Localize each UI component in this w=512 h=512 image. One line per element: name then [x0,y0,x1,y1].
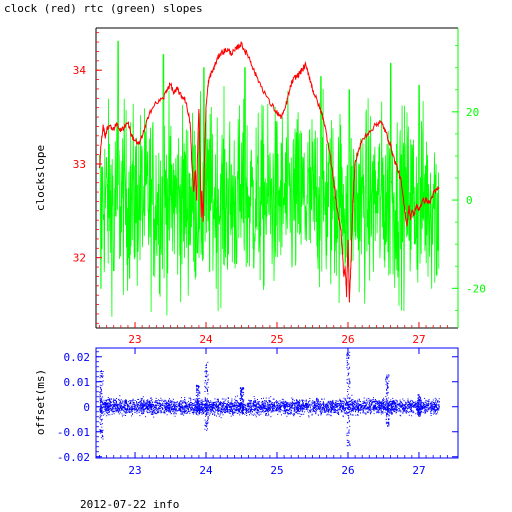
bottom-y-tick-label: 0.02 [64,351,91,364]
bottom-x-tick-label: 27 [412,464,425,477]
top-chart-series [99,40,440,317]
bottom-y-axis-label: offset(ms) [34,369,47,435]
top-y-tick-label: 34 [73,64,87,77]
top-y-axis-label: clockslope [34,145,47,211]
top-x-tick-label: 23 [128,333,141,346]
bottom-chart-frame: -0.02 -0.01 0 0.01 0.02 23 24 25 26 27 [57,347,459,477]
top-y-tick-label: 32 [73,252,86,265]
top-x-tick-label: 24 [199,333,213,346]
bottom-x-tick-label: 23 [128,464,141,477]
page-title: clock (red) rtc (green) slopes [4,2,203,15]
bottom-x-tick-label: 26 [341,464,354,477]
top-y2-tick-label: 20 [466,106,479,119]
clock-series-line [99,41,440,303]
top-x-tick-label: 26 [341,333,354,346]
rtc-series-line [99,40,440,317]
footer-label: 2012-07-22 info [80,498,180,511]
bottom-y-tick-label: -0.02 [57,451,90,464]
top-y2-tick-label: -20 [466,282,486,295]
top-chart-frame: 32 33 34 -20 0 20 23 24 25 26 27 [73,27,486,346]
top-x-tick-label: 25 [270,333,283,346]
bottom-x-tick-label: 25 [270,464,283,477]
bottom-y-tick-label: 0 [83,401,90,414]
bottom-y-tick-label: 0.01 [64,376,91,389]
bottom-y-tick-label: -0.01 [57,426,90,439]
top-y2-tick-label: 0 [466,194,473,207]
bottom-chart-series [99,351,440,447]
bottom-x-tick-label: 24 [199,464,213,477]
top-y-tick-label: 33 [73,158,86,171]
top-x-tick-label: 27 [412,333,425,346]
offset-series-points [99,351,440,447]
